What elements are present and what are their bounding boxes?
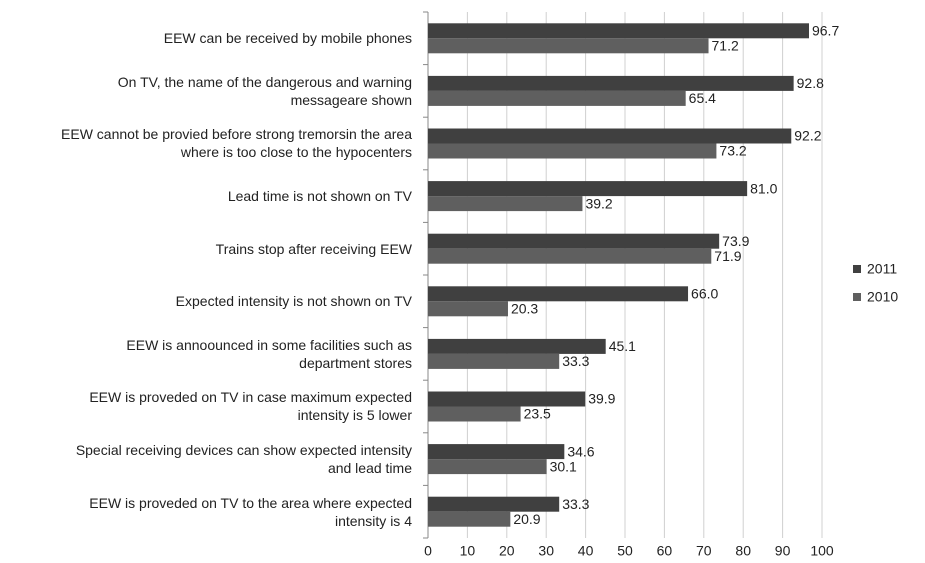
bar (428, 496, 560, 512)
y-tick-label: EEW is proveded on TV to the area where … (89, 494, 412, 529)
data-label: 33.3 (562, 496, 589, 512)
data-label: 92.2 (794, 128, 821, 144)
x-tick-label: 30 (538, 543, 554, 559)
bar (428, 301, 508, 317)
data-label: 23.5 (524, 406, 551, 422)
x-tick-label: 10 (460, 543, 476, 559)
bar (428, 233, 720, 249)
data-label: 71.2 (712, 38, 739, 54)
bar (428, 75, 794, 91)
y-tick-label: EEW is annoounced in some facilities suc… (126, 336, 412, 371)
data-label: 66.0 (691, 286, 718, 302)
legend-swatch (853, 265, 861, 273)
y-tick-label: Lead time is not shown on TV (227, 188, 412, 205)
bar (428, 459, 547, 475)
y-tick-label: EEW can be received by mobile phones (163, 30, 412, 47)
x-tick-label: 100 (810, 543, 834, 559)
x-tick-label: 90 (775, 543, 791, 559)
bar (428, 181, 748, 197)
x-tick-label: 70 (696, 543, 712, 559)
data-label: 65.4 (689, 90, 716, 106)
bar (428, 444, 565, 460)
y-tick-label: On TV, the name of the dangerous and war… (117, 73, 412, 108)
bar (428, 143, 717, 159)
bar (428, 286, 689, 302)
data-label: 81.0 (750, 180, 777, 196)
data-label: 92.8 (797, 75, 824, 91)
bar (428, 90, 686, 106)
bar (428, 511, 511, 527)
bar (428, 353, 560, 369)
bar (428, 406, 521, 422)
data-label: 96.7 (812, 23, 839, 39)
y-tick-label: Expected intensity is not shown on TV (175, 293, 412, 310)
x-tick-label: 80 (735, 543, 751, 559)
data-label: 20.9 (513, 511, 540, 527)
y-tick-label: Special receiving devices can show expec… (75, 442, 412, 477)
data-label: 73.2 (719, 143, 746, 159)
bar (428, 248, 712, 264)
bar (428, 23, 809, 39)
x-tick-label: 50 (617, 543, 633, 559)
x-tick-label: 20 (499, 543, 515, 559)
bar (428, 38, 709, 54)
legend-label: 2011 (867, 261, 897, 277)
data-label: 45.1 (609, 338, 636, 354)
x-tick-label: 60 (657, 543, 673, 559)
data-label: 30.1 (550, 458, 577, 474)
data-label: 33.3 (562, 353, 589, 369)
y-tick-label: EEW is proveded on TV in case maximum ex… (89, 389, 412, 424)
data-label: 39.9 (588, 391, 615, 407)
data-label: 34.6 (567, 443, 594, 459)
y-tick-label: Trains stop after receiving EEW (215, 240, 412, 257)
bar (428, 338, 606, 354)
x-tick-label: 40 (578, 543, 594, 559)
legend-swatch (853, 293, 861, 301)
data-label: 20.3 (511, 301, 538, 317)
legend-label: 2010 (867, 289, 898, 305)
x-tick-label: 0 (424, 543, 432, 559)
bar (428, 196, 583, 212)
data-label: 71.9 (714, 248, 741, 264)
bar (428, 391, 586, 407)
bar (428, 128, 792, 144)
data-label: 39.2 (585, 195, 612, 211)
y-tick-label: EEW cannot be provied before strong trem… (61, 126, 412, 161)
data-label: 73.9 (722, 233, 749, 249)
